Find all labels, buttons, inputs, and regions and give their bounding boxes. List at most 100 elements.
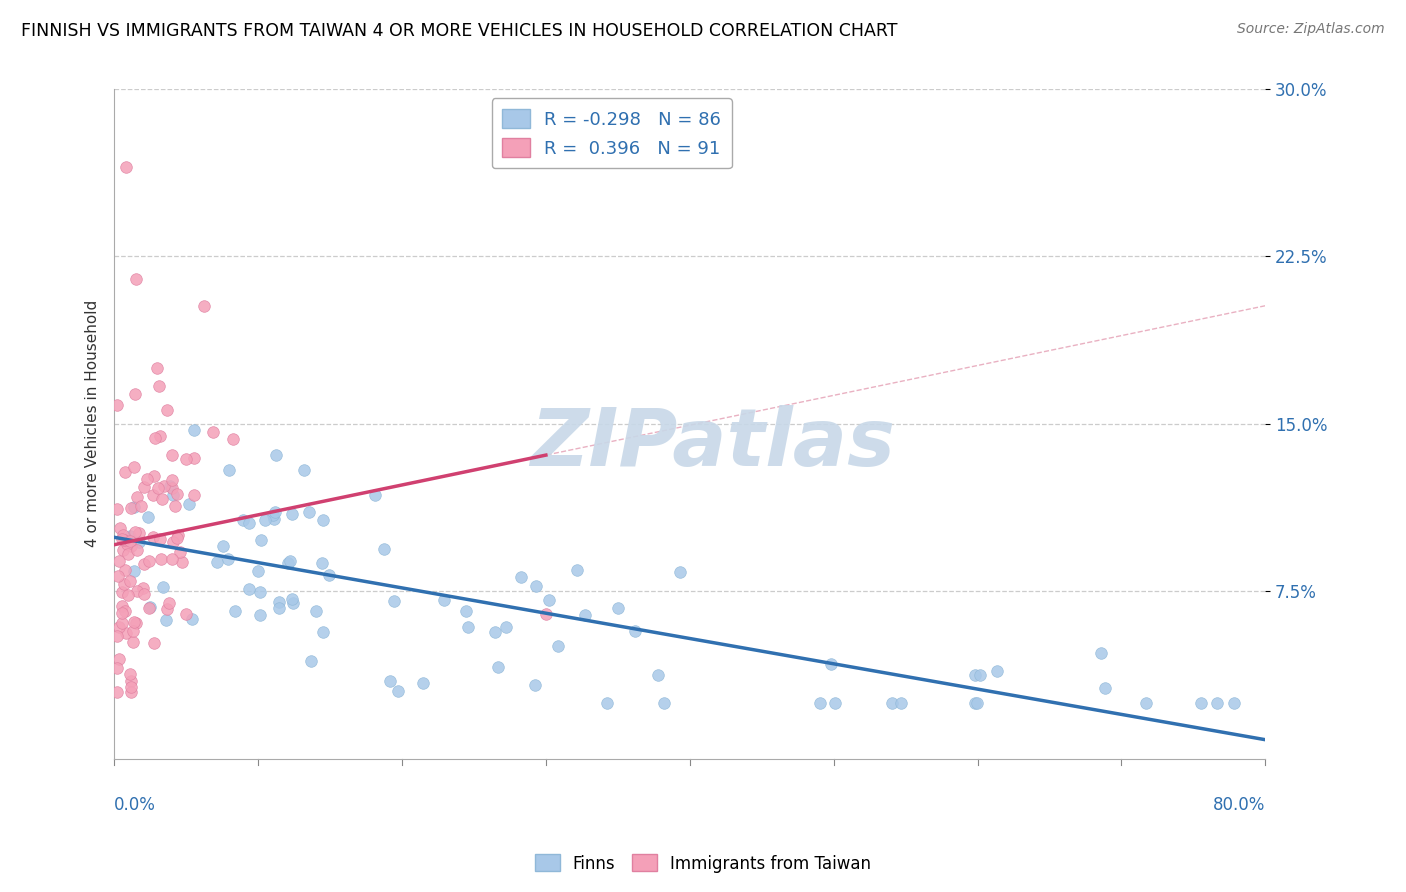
Point <box>122 624 145 638</box>
Point <box>122 460 145 475</box>
Point <box>299 654 322 668</box>
Point <box>183 423 205 437</box>
Point <box>132 558 155 572</box>
Point <box>820 657 842 671</box>
Point <box>160 481 183 495</box>
Point <box>162 488 184 502</box>
Point <box>524 579 547 593</box>
Point <box>108 652 131 666</box>
Point <box>966 696 988 710</box>
Point <box>269 601 291 615</box>
Point <box>457 620 479 634</box>
Point <box>114 533 136 548</box>
Point <box>117 547 139 561</box>
Point <box>152 479 174 493</box>
Point <box>177 497 200 511</box>
Point <box>538 593 561 607</box>
Point <box>114 160 136 174</box>
Point <box>652 696 675 710</box>
Point <box>117 537 139 551</box>
Point <box>145 431 167 445</box>
Point <box>122 635 145 649</box>
Point <box>112 528 135 542</box>
Point <box>156 602 179 616</box>
Point <box>142 469 165 483</box>
Point <box>138 554 160 568</box>
Point <box>136 509 159 524</box>
Point <box>111 599 134 613</box>
Point <box>160 449 183 463</box>
Point <box>298 505 321 519</box>
Point <box>808 696 831 710</box>
Point <box>647 667 669 681</box>
Point <box>117 588 139 602</box>
Point <box>247 564 270 578</box>
Text: 0.0%: 0.0% <box>114 796 156 814</box>
Point <box>136 472 159 486</box>
Point <box>121 539 143 553</box>
Point <box>567 563 589 577</box>
Point <box>146 361 169 376</box>
Point <box>120 574 142 588</box>
Point <box>105 398 128 412</box>
Point <box>488 660 510 674</box>
Point <box>134 480 156 494</box>
Point <box>1090 646 1112 660</box>
Point <box>201 425 224 439</box>
Point <box>484 624 506 639</box>
Point <box>495 620 517 634</box>
Point <box>454 604 477 618</box>
Point <box>269 595 291 609</box>
Text: FINNISH VS IMMIGRANTS FROM TAIWAN 4 OR MORE VEHICLES IN HOUSEHOLD CORRELATION CH: FINNISH VS IMMIGRANTS FROM TAIWAN 4 OR M… <box>21 22 897 40</box>
Point <box>1094 681 1116 695</box>
Point <box>312 624 335 639</box>
Point <box>221 432 243 446</box>
Point <box>165 499 187 513</box>
Point <box>281 592 304 607</box>
Point <box>132 587 155 601</box>
Point <box>128 526 150 541</box>
Point <box>124 525 146 540</box>
Point <box>138 600 160 615</box>
Point <box>250 533 273 547</box>
Point <box>125 584 148 599</box>
Point <box>249 608 271 623</box>
Point <box>283 596 305 610</box>
Point <box>120 529 142 543</box>
Point <box>253 513 276 527</box>
Point <box>114 465 136 479</box>
Point <box>312 513 335 527</box>
Point <box>882 696 904 710</box>
Point <box>1135 696 1157 710</box>
Point <box>120 685 142 699</box>
Point <box>105 502 128 516</box>
Point <box>986 664 1008 678</box>
Point <box>111 585 134 599</box>
Point <box>1223 696 1246 710</box>
Point <box>963 696 986 710</box>
Point <box>125 491 148 505</box>
Point <box>262 508 284 523</box>
Point <box>387 684 409 698</box>
Point <box>890 696 912 710</box>
Point <box>112 542 135 557</box>
Y-axis label: 4 or more Vehicles in Household: 4 or more Vehicles in Household <box>86 301 100 548</box>
Point <box>969 668 991 682</box>
Point <box>824 696 846 710</box>
Point <box>166 532 188 546</box>
Point <box>176 452 198 467</box>
Point <box>105 630 128 644</box>
Point <box>669 566 692 580</box>
Point <box>142 488 165 502</box>
Point <box>364 488 387 502</box>
Point <box>547 639 569 653</box>
Point <box>112 533 135 548</box>
Point <box>124 386 146 401</box>
Point <box>162 534 184 549</box>
Point <box>139 600 162 615</box>
Point <box>149 533 172 547</box>
Point <box>107 620 129 634</box>
Point <box>148 379 170 393</box>
Point <box>264 448 287 462</box>
Text: Source: ZipAtlas.com: Source: ZipAtlas.com <box>1237 22 1385 37</box>
